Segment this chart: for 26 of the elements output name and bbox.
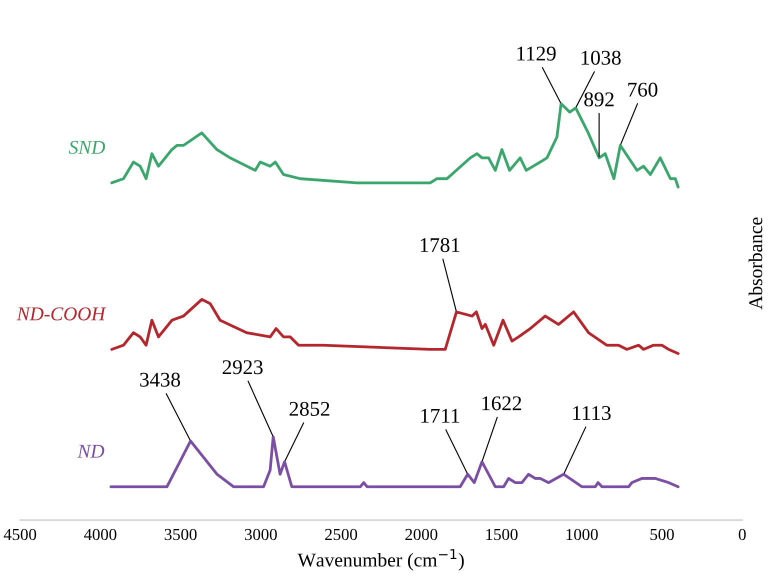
annotation: 1781	[420, 238, 460, 252]
x-tick-label: 2500	[325, 528, 358, 540]
annotation: 2852	[290, 402, 330, 416]
x-tick-label: 500	[650, 528, 674, 540]
series-label: ND	[77, 444, 104, 458]
annotation: 892	[584, 92, 614, 106]
annotation: 2923	[222, 360, 263, 374]
series-label: ND-COOH	[16, 307, 106, 320]
x-tick-label: 3000	[244, 528, 277, 540]
x-tick-label: 0	[738, 528, 746, 540]
series-label: SND	[68, 140, 106, 154]
annotation: 1622	[482, 396, 522, 410]
annotation: 3438	[140, 372, 180, 387]
x-tick-label: 4000	[84, 528, 116, 540]
annotation: 1711	[421, 408, 460, 423]
y2-axis-title: Absorbance	[748, 217, 762, 310]
x-tick-label: 1000	[566, 528, 598, 540]
annotation: 1129	[517, 46, 556, 61]
x-axis-title: Wavenumber (cm$^{−1}$)	[298, 549, 464, 571]
annotation: 760	[628, 82, 658, 97]
x-tick-label: 3500	[164, 528, 197, 540]
x-tick-label: 2000	[405, 528, 438, 540]
x-tick-label: 1500	[486, 528, 518, 540]
annotation: 1113	[573, 406, 611, 420]
x-tick-label: 4500	[4, 528, 36, 540]
annotation: 1038	[582, 50, 621, 65]
